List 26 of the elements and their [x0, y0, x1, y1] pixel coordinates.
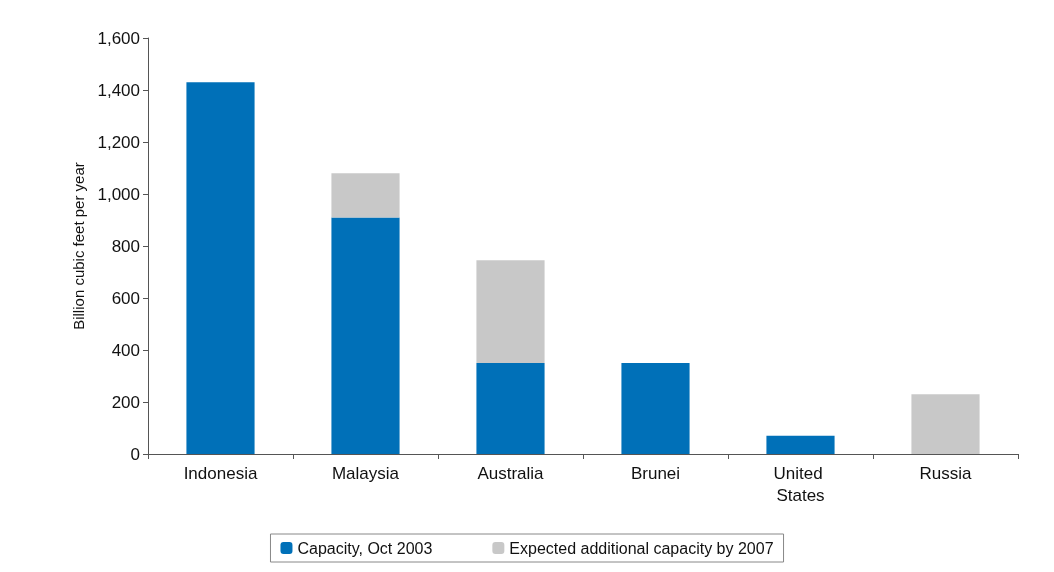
legend-label: Capacity, Oct 2003	[297, 539, 433, 557]
x-tick-label: Brunei	[630, 463, 681, 483]
x-tick-label: Australia	[477, 463, 545, 483]
y-tick-label: 600	[111, 288, 140, 308]
y-tick-label: 800	[111, 236, 140, 256]
y-tick-label: 200	[111, 392, 140, 412]
x-tick-label: Malaysia	[331, 463, 400, 483]
bar	[186, 82, 255, 454]
bar	[766, 435, 835, 454]
bar	[331, 173, 400, 218]
bar	[621, 363, 690, 454]
bar	[476, 363, 545, 454]
legend-label: Expected additional capacity by 2007	[509, 539, 774, 557]
y-tick-label: 1,600	[97, 28, 140, 48]
y-tick-label: 0	[130, 444, 140, 464]
y-tick-label: 1,000	[97, 184, 140, 204]
x-tick-label: Indonesia	[183, 463, 258, 483]
y-tick-label: 400	[111, 340, 140, 360]
x-tick-label: United States	[773, 463, 828, 505]
bar	[331, 217, 400, 454]
x-tick-label: Russia	[919, 463, 973, 483]
y-tick-label: 1,400	[97, 80, 140, 100]
y-axis-title: Billion cubic feet per year	[70, 162, 87, 330]
bar	[911, 394, 980, 454]
y-tick-label: 1,200	[97, 132, 140, 152]
bar	[476, 260, 545, 363]
